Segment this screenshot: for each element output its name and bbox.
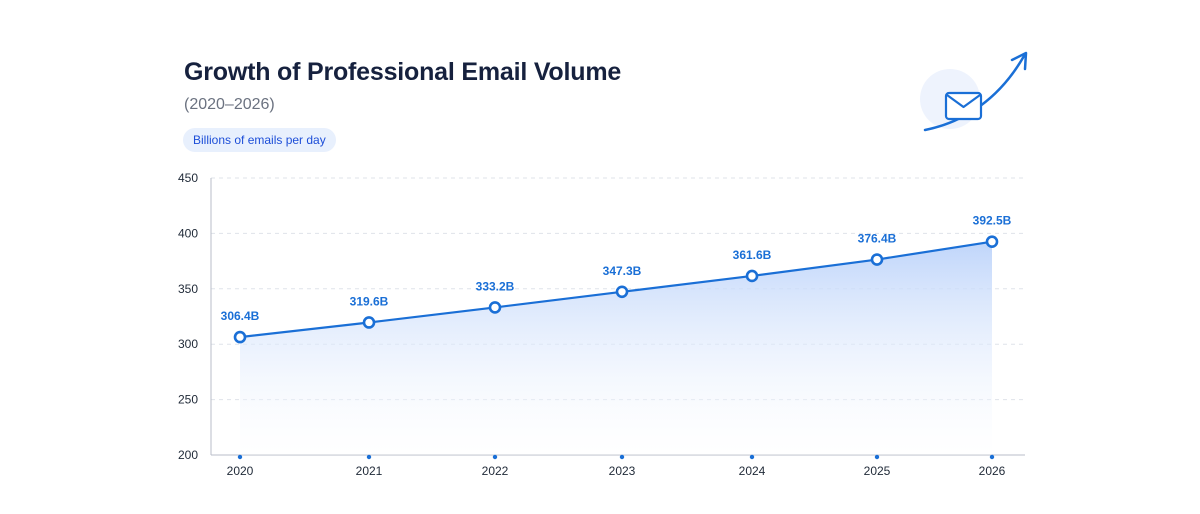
x-tick-label: 2020 <box>227 464 254 478</box>
data-label: 319.6B <box>350 294 389 308</box>
page-title: Growth of Professional Email Volume <box>184 58 622 86</box>
data-point <box>233 330 247 344</box>
x-tick-mark <box>619 454 625 460</box>
data-label: 306.4B <box>221 309 260 323</box>
x-tick-label: 2026 <box>979 464 1006 478</box>
data-label: 333.2B <box>476 279 515 293</box>
unit-label-badge: Billions of emails per day <box>183 128 336 152</box>
y-tick-label: 350 <box>178 282 198 296</box>
x-tick-mark <box>237 454 243 460</box>
x-tick-label: 2025 <box>864 464 891 478</box>
page-subtitle: (2020–2026) <box>184 96 275 113</box>
data-label: 347.3B <box>603 264 642 278</box>
y-tick-label: 400 <box>178 226 198 240</box>
data-label: 361.6B <box>733 248 772 262</box>
y-tick-label: 450 <box>178 171 198 185</box>
data-point <box>745 269 759 283</box>
x-tick-label: 2021 <box>356 464 383 478</box>
series-area <box>240 241 992 455</box>
data-point <box>488 301 502 314</box>
x-tick-mark <box>874 454 880 460</box>
x-tick-label: 2023 <box>609 464 636 478</box>
data-point <box>870 253 884 266</box>
x-tick-label: 2022 <box>482 464 509 478</box>
x-tick-mark <box>492 454 498 460</box>
y-tick-label: 300 <box>178 337 198 351</box>
data-label: 376.4B <box>858 232 897 246</box>
data-point <box>615 285 629 299</box>
data-point <box>985 235 999 249</box>
y-tick-label: 200 <box>178 448 198 462</box>
data-point <box>362 316 376 329</box>
x-tick-mark <box>749 454 755 460</box>
email-growth-icon <box>920 51 1028 132</box>
data-label: 392.5B <box>973 214 1012 228</box>
y-tick-label: 250 <box>178 393 198 407</box>
x-tick-mark <box>989 454 995 460</box>
x-tick-mark <box>366 454 372 460</box>
x-tick-label: 2024 <box>739 464 766 478</box>
